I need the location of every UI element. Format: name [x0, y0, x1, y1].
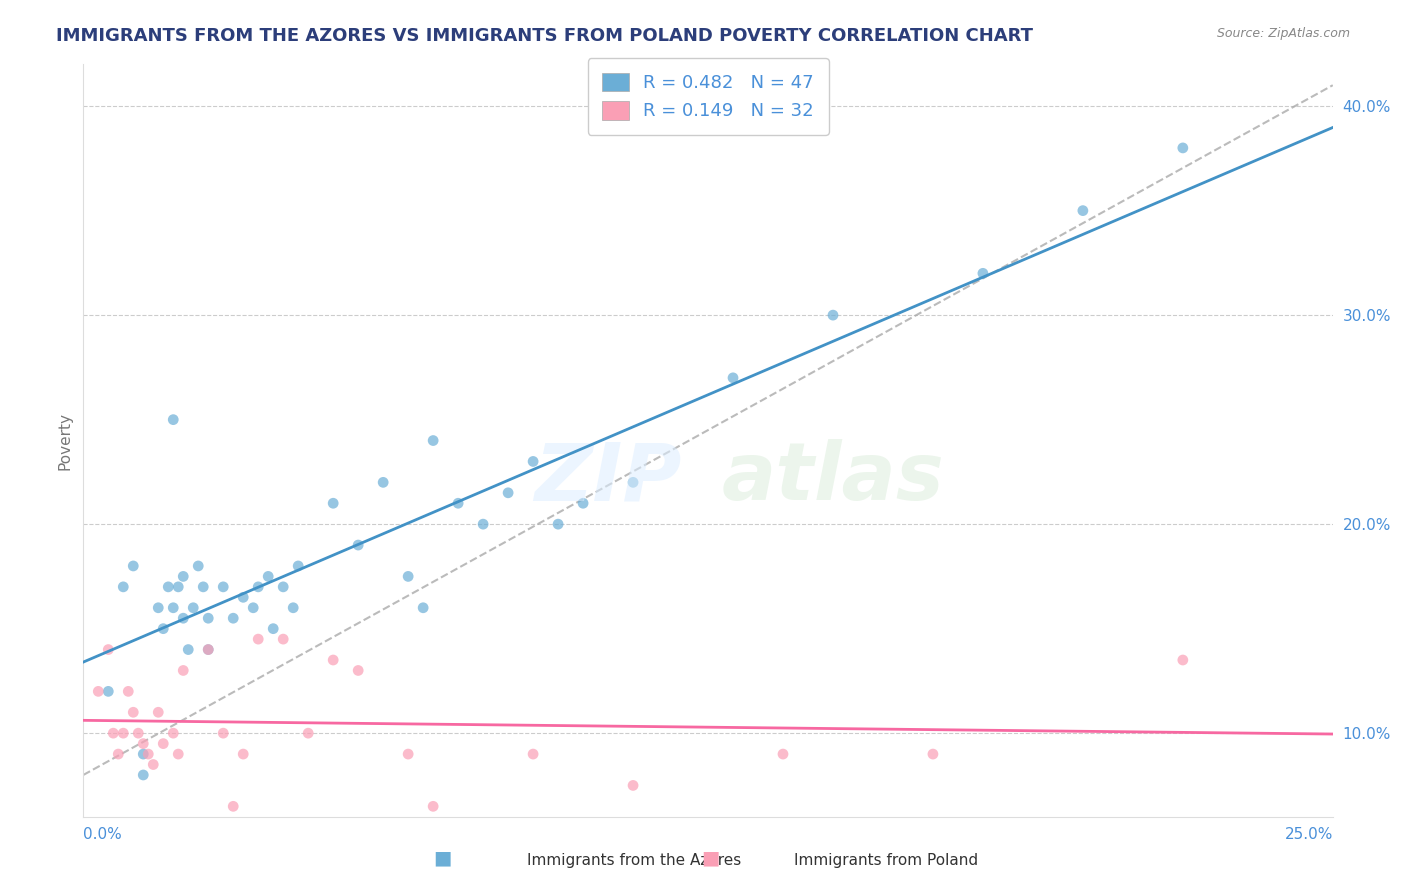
Point [117, 684, 139, 698]
Point [197, 642, 219, 657]
Text: atlas: atlas [721, 439, 945, 517]
Text: IMMIGRANTS FROM THE AZORES VS IMMIGRANTS FROM POLAND POVERTY CORRELATION CHART: IMMIGRANTS FROM THE AZORES VS IMMIGRANTS… [56, 27, 1033, 45]
Point [87, 684, 110, 698]
Point [287, 558, 309, 573]
Point [472, 517, 495, 532]
Point [322, 653, 344, 667]
Point [148, 706, 170, 720]
Text: Immigrants from the Azores: Immigrants from the Azores [527, 853, 741, 868]
Point [162, 726, 184, 740]
Point [142, 757, 165, 772]
Point [167, 580, 190, 594]
Point [322, 496, 344, 510]
Point [222, 799, 245, 814]
Point [496, 485, 519, 500]
Point [297, 726, 319, 740]
Point [132, 737, 155, 751]
Point [721, 371, 744, 385]
Point [112, 726, 135, 740]
Point [107, 747, 129, 761]
Point [1171, 141, 1194, 155]
Point [422, 799, 444, 814]
Point [212, 580, 235, 594]
Point [247, 632, 270, 646]
Point [1071, 203, 1094, 218]
Point [522, 747, 544, 761]
Point [242, 600, 264, 615]
Point [132, 747, 155, 761]
Point [972, 266, 994, 280]
Point [167, 747, 190, 761]
Point [97, 684, 120, 698]
Point [247, 580, 270, 594]
Point [122, 558, 145, 573]
Point [97, 642, 120, 657]
Point [522, 454, 544, 468]
Point [112, 580, 135, 594]
Point [621, 475, 644, 490]
Point [262, 622, 284, 636]
Point [271, 580, 294, 594]
Point [422, 434, 444, 448]
Point [396, 747, 419, 761]
Point [157, 580, 180, 594]
Point [1171, 653, 1194, 667]
Point [132, 768, 155, 782]
Point [152, 622, 174, 636]
Point [257, 569, 280, 583]
Point [177, 642, 200, 657]
Text: Source: ZipAtlas.com: Source: ZipAtlas.com [1216, 27, 1350, 40]
Point [148, 600, 170, 615]
Point [922, 747, 945, 761]
Point [127, 726, 149, 740]
Text: 25.0%: 25.0% [1285, 827, 1333, 842]
Point [283, 600, 305, 615]
Point [547, 517, 569, 532]
Point [162, 600, 184, 615]
Point [396, 569, 419, 583]
Point [152, 737, 174, 751]
Text: ■: ■ [433, 849, 453, 868]
Point [347, 538, 370, 552]
Point [621, 779, 644, 793]
Point [181, 600, 204, 615]
Legend: R = 0.482   N = 47, R = 0.149   N = 32: R = 0.482 N = 47, R = 0.149 N = 32 [588, 58, 828, 135]
Point [373, 475, 395, 490]
Point [347, 664, 370, 678]
Point [447, 496, 470, 510]
Point [197, 642, 219, 657]
Y-axis label: Poverty: Poverty [58, 411, 72, 469]
Point [232, 591, 254, 605]
Point [772, 747, 794, 761]
Point [172, 611, 194, 625]
Text: Immigrants from Poland: Immigrants from Poland [794, 853, 979, 868]
Point [572, 496, 595, 510]
Point [162, 412, 184, 426]
Point [222, 611, 245, 625]
Point [172, 569, 194, 583]
Text: ■: ■ [700, 849, 720, 868]
Text: ZIP: ZIP [534, 439, 682, 517]
Point [172, 664, 194, 678]
Point [412, 600, 434, 615]
Point [136, 747, 159, 761]
Point [193, 580, 215, 594]
Point [103, 726, 125, 740]
Point [821, 308, 844, 322]
Point [212, 726, 235, 740]
Point [187, 558, 209, 573]
Point [197, 611, 219, 625]
Point [122, 706, 145, 720]
Text: 0.0%: 0.0% [83, 827, 122, 842]
Point [271, 632, 294, 646]
Point [232, 747, 254, 761]
